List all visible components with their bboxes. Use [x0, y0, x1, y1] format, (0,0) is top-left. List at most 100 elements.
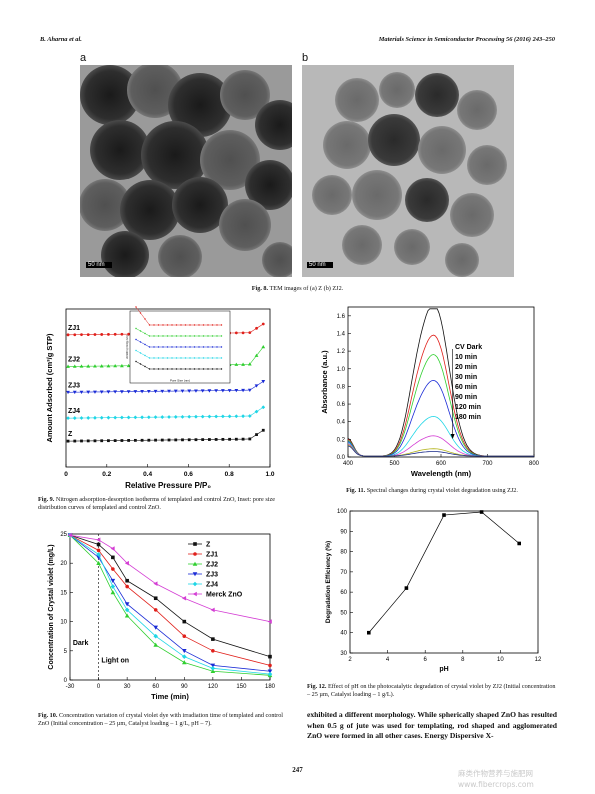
fig11-ytick-label: 0.4: [337, 420, 346, 426]
fig9-series-line: [68, 407, 264, 419]
fig9-point: [154, 438, 157, 442]
fig10-caption-label: Fig. 10.: [38, 712, 58, 719]
fig9-point: [79, 416, 84, 420]
fig10-point: [153, 608, 158, 612]
fig9-point: [180, 389, 185, 393]
fig9-point: [261, 345, 266, 349]
fig9-inset-point: [139, 341, 142, 343]
fig12-point: [367, 630, 371, 635]
fig9-inset-point: [144, 365, 146, 368]
fig9-point: [120, 332, 124, 336]
fig10-point: [153, 581, 158, 586]
fig9-point: [93, 390, 97, 394]
fig12-xtick-label: 6: [424, 657, 428, 663]
fig9-inset-point: [166, 346, 169, 348]
fig10-xtick-label: 120: [208, 684, 219, 690]
fig11-legend-label: CV Dark: [455, 344, 482, 351]
fig9-inset-point: [180, 357, 182, 359]
fig11-xtick-label: 700: [482, 461, 493, 467]
fig9-point: [174, 438, 178, 442]
fig9-inset-point: [139, 312, 142, 314]
fig9-point: [107, 439, 110, 443]
fig9-inset-point: [148, 346, 151, 348]
fig9-point: [167, 415, 171, 419]
fig9-inset-line: [135, 361, 222, 370]
fig12-point: [517, 541, 521, 546]
fig9-point: [261, 405, 266, 410]
fig9-inset-point: [175, 324, 178, 326]
fig10-legend-label: ZJ4: [206, 582, 218, 589]
fig8-label-a: a: [80, 52, 87, 64]
fig10-ytick-label: 0: [64, 678, 68, 684]
fig9-inset-point: [193, 357, 196, 359]
fig10-ytick-label: 10: [60, 620, 67, 626]
fig9-inset-point: [193, 335, 196, 337]
fig9-point: [153, 415, 158, 420]
fig11-xtick-label: 800: [529, 461, 540, 467]
fig10-legend-label: Merck ZnO: [206, 592, 243, 599]
fig9-inset-point: [193, 368, 196, 370]
fig10-series-line: [69, 534, 271, 672]
fig9-point: [220, 389, 225, 393]
fig10-point: [267, 669, 273, 674]
fig10-ytick-label: 5: [64, 649, 68, 655]
fig9-point: [113, 415, 118, 420]
fig12-xtick-label: 4: [386, 657, 390, 663]
fig9-inset-point: [162, 324, 164, 326]
fig12-xtick-label: 2: [348, 657, 352, 663]
fig9-inset-point: [184, 368, 187, 370]
fig10-series-line: [69, 534, 271, 658]
fig9-point: [113, 364, 118, 368]
fig9-inset-point: [216, 324, 218, 326]
fig10-point: [125, 584, 129, 589]
fig11-xtick-label: 600: [436, 461, 447, 467]
fig9-inset-point: [211, 368, 214, 370]
fig9-inset-point: [216, 335, 218, 337]
fig10-series-line: [69, 534, 271, 676]
fig9-point: [194, 389, 198, 393]
fig9-point: [73, 439, 77, 443]
fig9-point: [99, 364, 104, 368]
fig10-point: [124, 613, 130, 618]
fig9-xtick-label: 0.2: [102, 471, 111, 478]
fig12-chart: 2 4 6 8 10 12 30 40 50 60 70 80 90 100 pH Degradation E…: [325, 509, 542, 673]
fig11-legend-label: 120 min: [455, 404, 481, 411]
fig12-ytick-label: 40: [340, 631, 347, 637]
fig9-point: [93, 415, 97, 420]
fig9-inset-point: [189, 346, 191, 348]
fig12-ytick-label: 50: [340, 610, 347, 616]
fig11-series-line: [347, 445, 534, 457]
fig9-point: [214, 414, 219, 419]
fig10-point: [153, 633, 159, 639]
fig9-inset-point: [139, 330, 142, 332]
fig10-point: [267, 619, 272, 624]
fig9-inset-point: [211, 335, 214, 337]
fig9-inset-point: [220, 335, 223, 337]
fig10-point: [210, 663, 216, 668]
fig9-inset-point: [193, 346, 196, 348]
fig11-series-line: [347, 379, 534, 457]
fig10-ytick-label: 20: [60, 561, 67, 567]
fig9-point: [86, 333, 90, 337]
scale-bar-b-label: 50 nm: [307, 262, 333, 268]
fig12-caption-label: Fig. 12.: [307, 683, 327, 690]
fig10-point: [211, 649, 215, 653]
fig9-point: [248, 331, 252, 335]
fig9-point: [119, 390, 124, 394]
fig9-inset-point: [171, 357, 173, 359]
fig9-inset-point: [207, 346, 209, 348]
fig9-point: [86, 390, 91, 394]
fig9-inset-point: [153, 357, 155, 359]
fig9-inset-point: [144, 332, 146, 335]
fig9-point: [207, 389, 212, 393]
fig9-caption: Fig. 9. Nitrogen adsorption-desorption i…: [38, 496, 290, 512]
fig11-legend-label: 10 min: [455, 354, 477, 361]
fig9-point: [66, 390, 70, 395]
fig10-point: [96, 548, 101, 553]
fig9-inset-point: [153, 324, 155, 326]
fig10-legend-label: ZJ3: [206, 572, 218, 579]
fig10-ytick-label: 25: [60, 532, 67, 538]
fig9-inset-point: [220, 346, 223, 348]
fig9-inset-point: [135, 349, 137, 352]
fig9-point: [187, 438, 191, 442]
